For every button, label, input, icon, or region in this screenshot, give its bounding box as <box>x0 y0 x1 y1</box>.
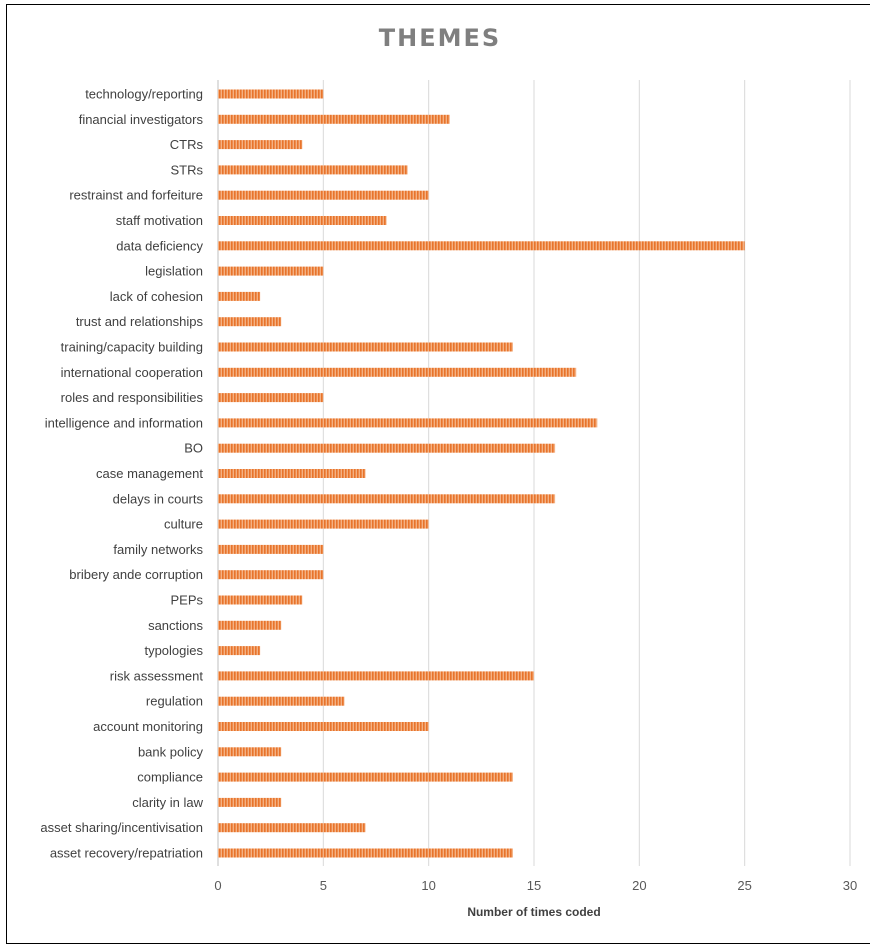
category-label: financial investigators <box>79 112 204 127</box>
category-label: culture <box>164 517 203 532</box>
bar <box>218 418 598 428</box>
category-label: trust and relationships <box>76 314 204 329</box>
category-label: typologies <box>144 643 203 658</box>
bar <box>218 772 513 782</box>
bar <box>218 140 303 150</box>
category-label: account monitoring <box>93 719 203 734</box>
category-label: STRs <box>171 162 204 177</box>
bar <box>218 89 324 99</box>
bar <box>218 266 324 276</box>
chart-frame <box>6 4 870 944</box>
bar <box>218 190 429 200</box>
x-axis-title: Number of times coded <box>467 905 600 919</box>
bar <box>218 114 450 124</box>
bar <box>218 823 366 833</box>
category-label: bribery ande corruption <box>69 567 203 582</box>
category-label: case management <box>96 466 203 481</box>
category-label: restrainst and forfeiture <box>69 188 203 203</box>
bar <box>218 367 577 377</box>
category-label: intelligence and information <box>45 415 203 430</box>
category-label: legislation <box>145 264 203 279</box>
category-labels: technology/reporting financial investigat… <box>40 87 203 861</box>
bar <box>218 570 324 580</box>
x-tick-label: 10 <box>421 878 435 893</box>
bar <box>218 722 429 731</box>
category-label: risk assessment <box>110 668 204 683</box>
bar <box>218 696 345 706</box>
bars <box>218 89 745 858</box>
x-axis-ticks: 0 5 10 15 20 25 30 <box>214 878 857 893</box>
bar <box>218 519 429 529</box>
category-label: training/capacity building <box>61 340 203 355</box>
x-tick-label: 25 <box>737 878 751 893</box>
bar <box>218 646 261 656</box>
category-label: regulation <box>146 694 203 709</box>
category-label: clarity in law <box>132 795 203 810</box>
bar <box>218 595 303 605</box>
x-tick-label: 0 <box>214 878 221 893</box>
category-label: family networks <box>113 542 203 557</box>
bar <box>218 544 324 554</box>
x-tick-label: 15 <box>527 878 541 893</box>
x-tick-label: 5 <box>320 878 327 893</box>
category-label: delays in courts <box>113 491 204 506</box>
bar <box>218 393 324 403</box>
category-label: asset sharing/incentivisation <box>40 820 203 835</box>
bar <box>218 620 282 630</box>
bar <box>218 469 366 478</box>
category-label: roles and responsibilities <box>61 390 204 405</box>
category-label: data deficiency <box>116 238 203 253</box>
category-label: compliance <box>137 770 203 785</box>
category-label: bank policy <box>138 744 204 759</box>
bar <box>218 317 282 327</box>
bar <box>218 848 513 858</box>
bar <box>218 671 534 681</box>
bar <box>218 241 745 251</box>
category-label: PEPs <box>170 593 203 608</box>
category-label: lack of cohesion <box>110 289 203 304</box>
category-label: asset recovery/repatriation <box>50 846 203 861</box>
category-label: BO <box>184 441 203 456</box>
bar <box>218 216 387 225</box>
bar <box>218 443 556 453</box>
bar <box>218 291 261 301</box>
bar <box>218 797 282 807</box>
category-label: technology/reporting <box>85 87 203 102</box>
bar <box>218 494 556 504</box>
x-tick-label: 30 <box>843 878 857 893</box>
category-label: international cooperation <box>61 365 203 380</box>
bar <box>218 747 282 757</box>
x-tick-label: 20 <box>632 878 646 893</box>
bar <box>218 342 513 352</box>
chart-title: THEMES <box>378 24 502 52</box>
category-label: sanctions <box>148 618 203 633</box>
bar <box>218 165 408 175</box>
category-label: staff motivation <box>116 213 203 228</box>
category-label: CTRs <box>170 137 204 152</box>
